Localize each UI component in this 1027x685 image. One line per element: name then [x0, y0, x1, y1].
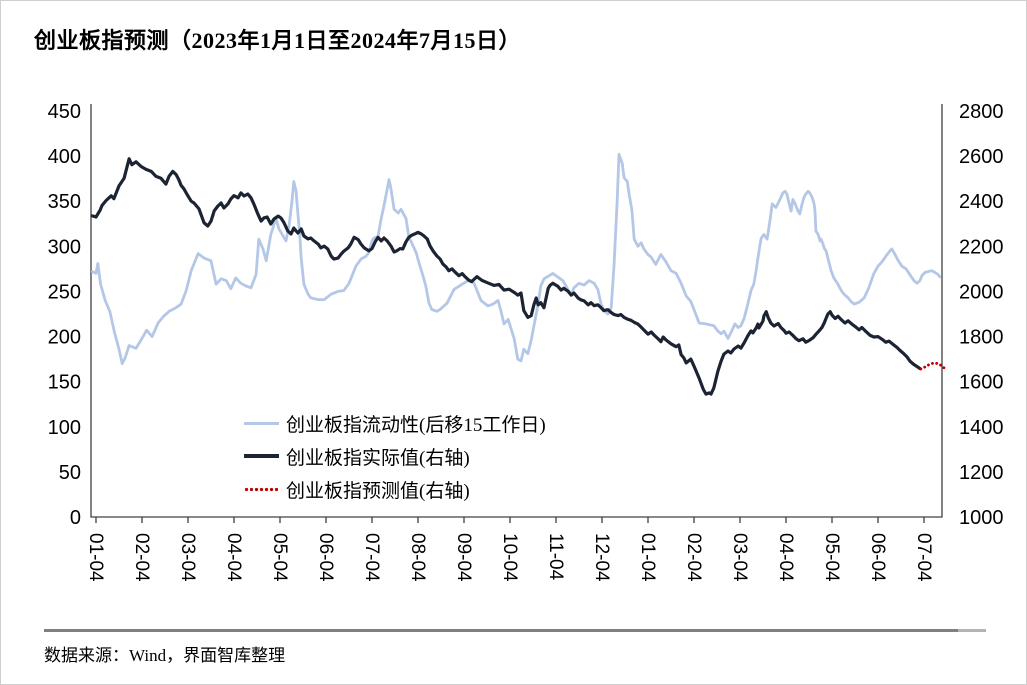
legend-item-forecast: 创业板指预测值(右轴)	[244, 478, 546, 502]
left-axis-label: 150	[48, 372, 81, 394]
left-axis-label: 450	[48, 101, 81, 123]
legend-label-forecast: 创业板指预测值(右轴)	[286, 480, 470, 502]
liquidity-series-line	[90, 152, 942, 366]
chart-legend: 创业板指流动性(后移15工作日) 创业板指实际值(右轴) 创业板指预测值(右轴)	[244, 412, 546, 502]
x-axis-label: 12-04	[591, 533, 612, 582]
x-axis-label: 04-04	[775, 533, 796, 582]
legend-label-liquidity: 创业板指流动性(后移15工作日)	[286, 414, 546, 436]
left-axis-label: 100	[48, 417, 81, 439]
x-axis-label: 07-04	[913, 533, 934, 582]
right-axis-label: 2400	[959, 191, 1004, 213]
data-source-note: 数据来源：Wind，界面智库整理	[44, 646, 286, 665]
footer-divider-light-segment	[958, 629, 986, 632]
right-axis-label: 1400	[959, 417, 1004, 439]
left-axis-label: 350	[48, 191, 81, 213]
x-axis-label: 11-04	[545, 533, 566, 581]
axis-frame	[90, 104, 943, 518]
right-axis-label: 1200	[959, 462, 1004, 484]
x-axis-label: 03-04	[729, 533, 750, 582]
liquidity-line-swatch-icon	[244, 421, 279, 425]
legend-item-actual: 创业板指实际值(右轴)	[244, 445, 546, 469]
footer-divider	[44, 629, 958, 632]
right-axis-label: 2200	[959, 236, 1004, 258]
left-axis-label: 0	[70, 507, 81, 529]
x-axis-label: 03-04	[177, 533, 198, 582]
left-axis-label: 400	[48, 146, 81, 168]
x-axis-label: 04-04	[223, 533, 244, 582]
right-axis-label: 1800	[959, 327, 1004, 349]
forecast-dotted-swatch-icon	[244, 486, 279, 492]
legend-item-liquidity: 创业板指流动性(后移15工作日)	[244, 412, 546, 436]
x-axis-label: 01-04	[85, 533, 106, 582]
x-axis-label: 06-04	[315, 533, 336, 582]
actual-series-line	[90, 157, 922, 396]
right-axis-label: 2600	[959, 146, 1004, 168]
legend-label-actual: 创业板指实际值(右轴)	[286, 447, 470, 469]
left-axis-label: 50	[59, 462, 81, 484]
x-axis-label: 05-04	[269, 533, 290, 582]
x-axis-label: 07-04	[361, 533, 382, 582]
left-axis-label: 200	[48, 327, 81, 349]
forecast-series-line	[919, 361, 948, 371]
x-axis-label: 02-04	[683, 533, 704, 582]
x-axis-label: 09-04	[453, 533, 474, 582]
x-axis-label: 10-04	[499, 533, 520, 582]
left-axis-label: 300	[48, 236, 81, 258]
x-axis-label: 01-04	[637, 533, 658, 582]
right-axis-label: 1000	[959, 507, 1004, 529]
chart-title: 创业板指预测（2023年1月1日至2024年7月15日）	[34, 28, 522, 53]
x-axis-label: 06-04	[867, 533, 888, 582]
x-axis-label: 05-04	[821, 533, 842, 582]
x-axis-label: 02-04	[131, 533, 152, 582]
right-axis-label: 2000	[959, 281, 1004, 303]
left-axis-label: 250	[48, 281, 81, 303]
actual-line-swatch-icon	[244, 454, 279, 458]
right-axis-label: 1600	[959, 372, 1004, 394]
x-axis-label: 08-04	[407, 533, 428, 582]
right-axis-label: 2800	[959, 101, 1004, 123]
